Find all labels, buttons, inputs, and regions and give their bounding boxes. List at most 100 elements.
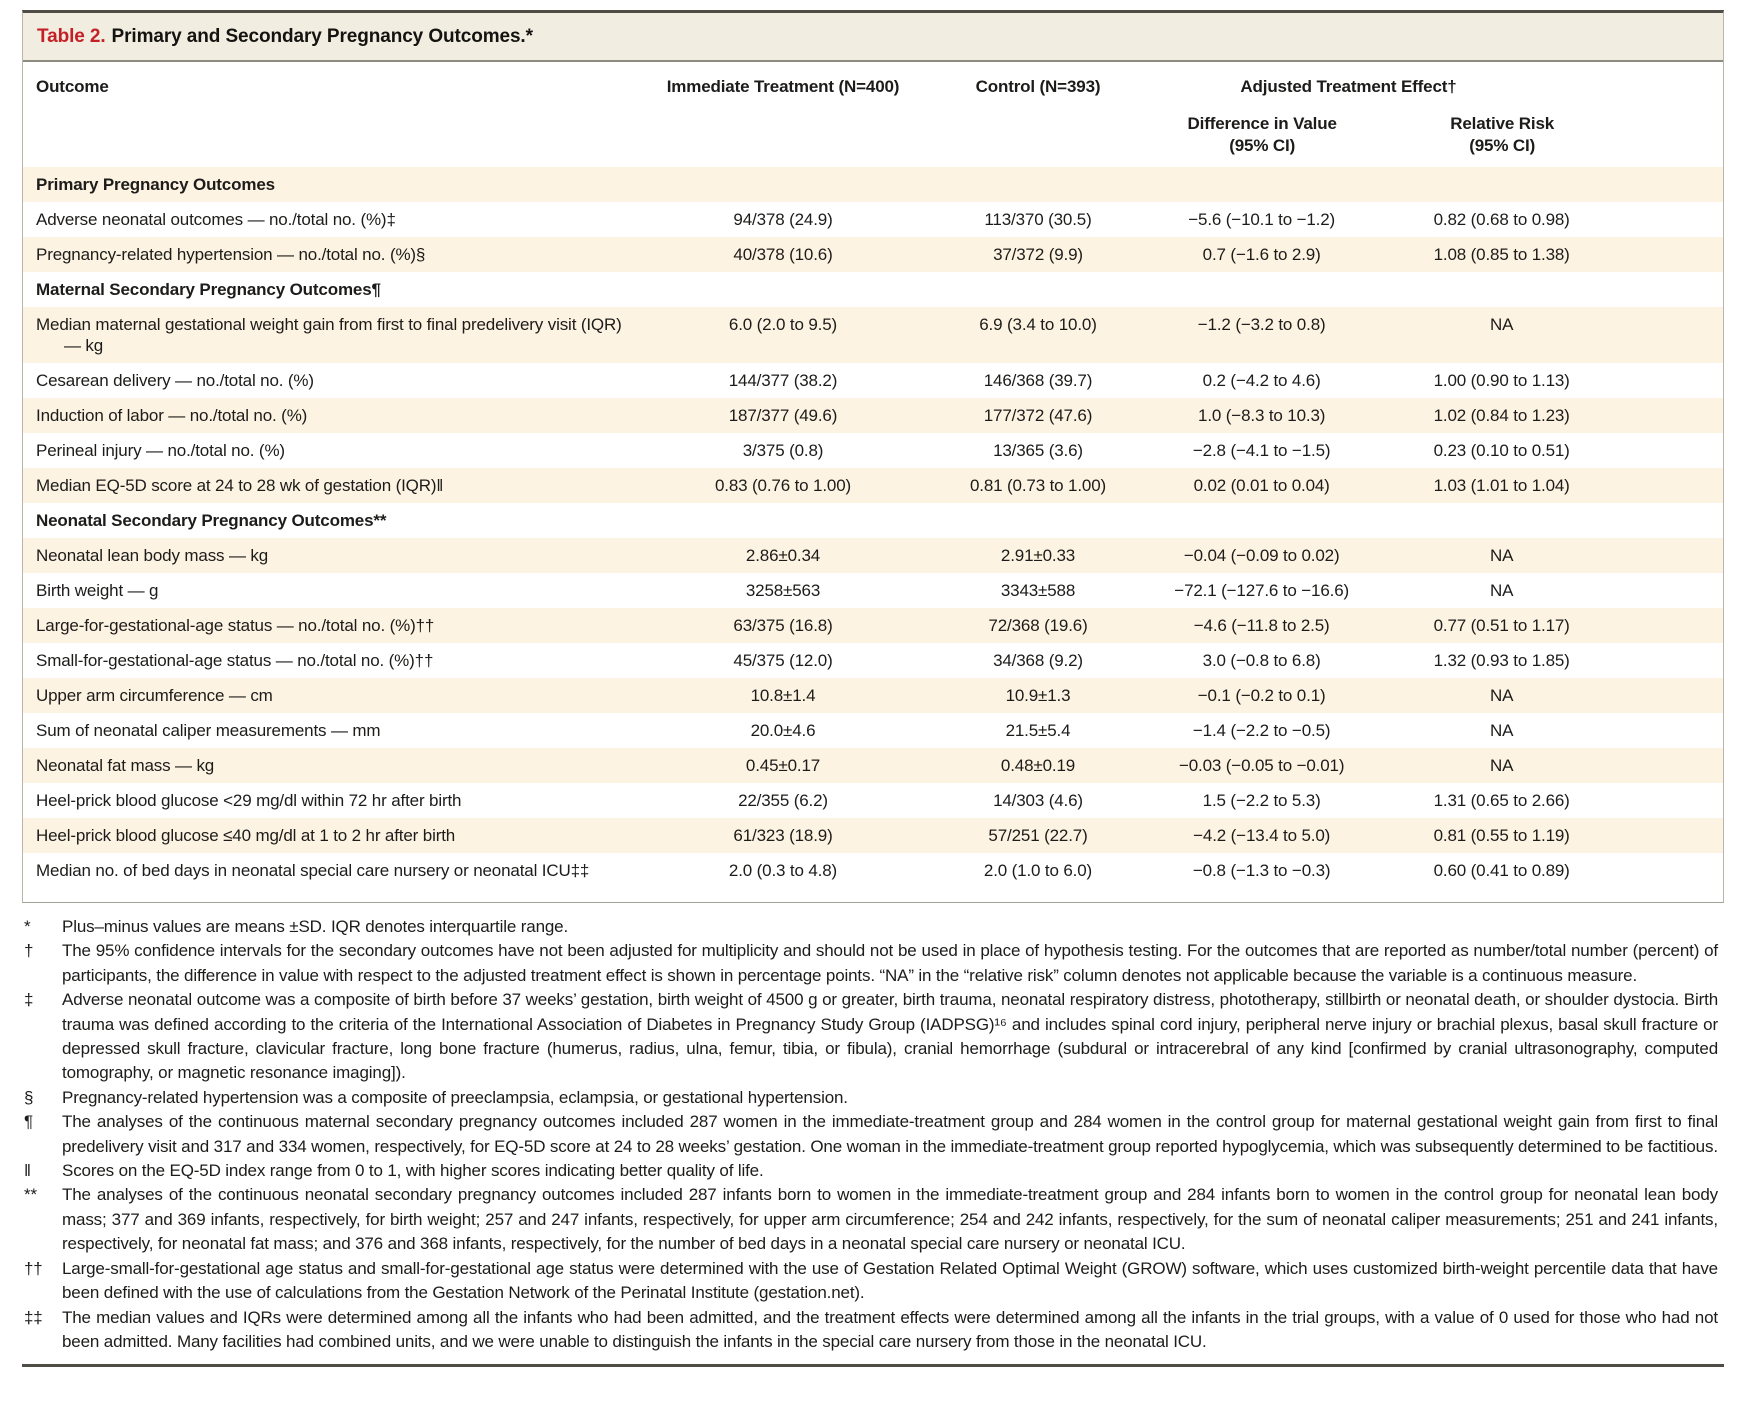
row-label: Perineal injury — no./total no. (%): [36, 441, 285, 460]
immediate-value: 94/378 (24.9): [733, 210, 833, 229]
difference-value: −4.2 (−13.4 to 5.0): [1193, 826, 1331, 845]
table-row: Median maternal gestational weight gain …: [23, 307, 1723, 363]
immediate-value: 2.0 (0.3 to 4.8): [728, 861, 838, 880]
row-label: Large-for-gestational-age status — no./t…: [36, 616, 435, 635]
table-title-bar: Table 2. Primary and Secondary Pregnancy …: [23, 13, 1723, 62]
footnote-marker: ††: [24, 1258, 43, 1278]
footnote: ‡‡ The median values and IQRs were determ…: [22, 1306, 1720, 1355]
row-label: Upper arm circumference — cm: [36, 686, 273, 705]
control-value: 57/251 (22.7): [988, 826, 1088, 845]
table-row: Induction of labor — no./total no. (%) 18…: [23, 398, 1723, 433]
difference-value: −0.8 (−1.3 to −0.3): [1192, 861, 1331, 880]
footnote: § Pregnancy-related hypertension was a co…: [22, 1086, 1720, 1110]
table-row: Large-for-gestational-age status — no./t…: [23, 608, 1723, 643]
footnote: ¶ The analyses of the continuous maternal…: [22, 1110, 1720, 1159]
column-header-control: Control (N=393): [975, 77, 1101, 96]
footnote-marker: §: [24, 1087, 34, 1107]
table-row: Heel-prick blood glucose ≤40 mg/dl at 1 …: [23, 818, 1723, 853]
control-value: 21.5±5.4: [1005, 721, 1071, 740]
table-row: Neonatal fat mass — kg 0.45±0.17 0.48±0.19…: [23, 748, 1723, 783]
footnote-text: Adverse neonatal outcome was a composite…: [62, 990, 1718, 1083]
column-header-relative-risk: Relative Risk (95% CI): [1450, 114, 1555, 155]
relative-risk-value: 1.02 (0.84 to 1.23): [1433, 406, 1570, 425]
control-value: 72/368 (19.6): [988, 616, 1088, 635]
footnote-text: Scores on the EQ-5D index range from 0 t…: [62, 1161, 764, 1181]
table-body: Primary Pregnancy Outcomes Adverse neonat…: [23, 167, 1723, 888]
difference-value: −0.1 (−0.2 to 0.1): [1197, 686, 1326, 705]
section-label: Maternal Secondary Pregnancy Outcomes¶: [36, 280, 381, 299]
table-row: Neonatal lean body mass — kg 2.86±0.34 2.9…: [23, 538, 1723, 573]
table-row: Perineal injury — no./total no. (%) 3/375…: [23, 433, 1723, 468]
control-value: 2.0 (1.0 to 6.0): [983, 861, 1093, 880]
immediate-value: 10.8±1.4: [750, 686, 816, 705]
immediate-value: 0.83 (0.76 to 1.00): [714, 476, 852, 495]
row-label: Neonatal fat mass — kg: [36, 756, 215, 775]
immediate-value: 20.0±4.6: [750, 721, 816, 740]
immediate-value: 63/375 (16.8): [733, 616, 833, 635]
relative-risk-value: NA: [1489, 756, 1514, 775]
relative-risk-value: 0.60 (0.41 to 0.89): [1433, 861, 1570, 880]
footnote-text: The analyses of the continuous maternal …: [62, 1112, 1718, 1156]
footnote-marker: ¶: [24, 1112, 33, 1132]
difference-value: −0.04 (−0.09 to 0.02): [1183, 546, 1340, 565]
table-row: Pregnancy-related hypertension — no./tot…: [23, 237, 1723, 272]
difference-value: 0.02 (0.01 to 0.04): [1193, 476, 1330, 495]
difference-value: 3.0 (−0.8 to 6.8): [1202, 651, 1321, 670]
difference-value: −4.6 (−11.8 to 2.5): [1193, 616, 1330, 635]
relative-risk-value: 1.31 (0.65 to 2.66): [1433, 791, 1570, 810]
table-row: Cesarean delivery — no./total no. (%) 144…: [23, 363, 1723, 398]
table-bottom-padding: [23, 888, 1723, 902]
section-row: Primary Pregnancy Outcomes: [23, 167, 1723, 202]
relative-risk-value: 1.03 (1.01 to 1.04): [1433, 476, 1570, 495]
footnote: †† Large-small-for-gestational age status…: [22, 1257, 1720, 1306]
table-row: Sum of neonatal caliper measurements — m…: [23, 713, 1723, 748]
bottom-rule: [22, 1364, 1724, 1368]
table-title-text: Primary and Secondary Pregnancy Outcomes…: [111, 26, 533, 47]
immediate-value: 3/375 (0.8): [742, 441, 824, 460]
relative-risk-value: NA: [1489, 546, 1514, 565]
immediate-value: 6.0 (2.0 to 9.5): [728, 315, 838, 334]
difference-value: 0.2 (−4.2 to 4.6): [1202, 371, 1321, 390]
row-label: Cesarean delivery — no./total no. (%): [36, 371, 314, 390]
control-value: 3343±588: [1000, 581, 1076, 600]
table-header: Outcome Immediate Treatment (N=400) Cont…: [23, 62, 1723, 167]
control-value: 13/365 (3.6): [993, 441, 1083, 460]
column-header-adjusted-treatment-effect: Adjusted Treatment Effect†: [1240, 77, 1457, 96]
relative-risk-value: 0.77 (0.51 to 1.17): [1433, 616, 1570, 635]
relative-risk-value: 0.23 (0.10 to 0.51): [1433, 441, 1570, 460]
table-number-label: Table 2.: [37, 26, 106, 47]
immediate-value: 22/355 (6.2): [738, 791, 828, 810]
header-row-1: Outcome Immediate Treatment (N=400) Cont…: [23, 62, 1723, 99]
immediate-value: 2.86±0.34: [745, 546, 821, 565]
footnote: † The 95% confidence intervals for the se…: [22, 939, 1720, 988]
control-value: 2.91±0.33: [1000, 546, 1076, 565]
header-row-2: Difference in Value (95% CI) Relative Ri…: [23, 99, 1723, 167]
immediate-value: 45/375 (12.0): [733, 651, 833, 670]
difference-value: −1.2 (−3.2 to 0.8): [1197, 315, 1326, 334]
footnote: ‖ Scores on the EQ-5D index range from 0 …: [22, 1159, 1720, 1183]
difference-value: −2.8 (−4.1 to −1.5): [1192, 441, 1331, 460]
footnote-marker: †: [24, 941, 34, 961]
relative-risk-value: NA: [1489, 721, 1514, 740]
difference-value: −72.1 (−127.6 to −16.6): [1174, 581, 1350, 600]
table-row: Median no. of bed days in neonatal speci…: [23, 853, 1723, 888]
difference-value: −0.03 (−0.05 to −0.01): [1178, 756, 1345, 775]
footnote-marker: ‡: [24, 990, 34, 1010]
row-label: Heel-prick blood glucose <29 mg/dl withi…: [36, 791, 462, 810]
footnote-text: The median values and IQRs were determin…: [62, 1307, 1718, 1351]
control-value: 0.81 (0.73 to 1.00): [969, 476, 1107, 495]
relative-risk-value: NA: [1489, 686, 1514, 705]
row-label: Pregnancy-related hypertension — no./tot…: [36, 245, 426, 264]
footnotes-section: * Plus–minus values are means ±SD. IQR de…: [22, 903, 1724, 1354]
row-label: Birth weight — g: [36, 581, 159, 600]
table-row: Adverse neonatal outcomes — no./total no…: [23, 202, 1723, 237]
footnote-text: Plus–minus values are means ±SD. IQR den…: [62, 917, 569, 936]
footnote-text: Pregnancy-related hypertension was a com…: [62, 1087, 848, 1107]
column-header-difference-in-value: Difference in Value (95% CI): [1187, 114, 1337, 155]
row-label: Neonatal lean body mass — kg: [36, 546, 269, 565]
control-value: 146/368 (39.7): [983, 371, 1093, 390]
immediate-value: 40/378 (10.6): [733, 245, 833, 264]
row-label: Median maternal gestational weight gain …: [36, 315, 622, 355]
row-label: Sum of neonatal caliper measurements — m…: [36, 721, 381, 740]
footnote-text: The 95% confidence intervals for the sec…: [62, 941, 1718, 985]
